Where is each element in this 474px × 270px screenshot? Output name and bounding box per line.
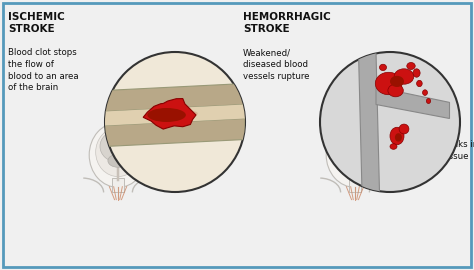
Circle shape [365,150,371,155]
Ellipse shape [326,123,384,187]
Ellipse shape [395,133,402,141]
Text: HEMORRHAGIC
STROKE: HEMORRHAGIC STROKE [243,12,331,33]
Ellipse shape [89,123,147,187]
Ellipse shape [333,128,377,177]
Text: Blood clot stops
the flow of
blood to an area
of the brain: Blood clot stops the flow of blood to an… [8,48,79,92]
Ellipse shape [375,72,402,95]
Ellipse shape [399,124,409,134]
Ellipse shape [187,111,198,116]
Ellipse shape [394,69,414,84]
Ellipse shape [388,84,403,97]
Ellipse shape [96,128,140,177]
Ellipse shape [148,114,160,119]
Ellipse shape [417,80,422,87]
Polygon shape [105,83,245,112]
Ellipse shape [390,76,404,87]
Ellipse shape [422,90,428,95]
Ellipse shape [413,69,420,77]
Text: Weakened/
diseased blood
vessels rupture: Weakened/ diseased blood vessels rupture [243,48,310,81]
Ellipse shape [427,99,430,103]
Circle shape [128,150,134,155]
Ellipse shape [181,119,190,122]
Polygon shape [358,52,380,192]
Polygon shape [143,99,196,129]
Polygon shape [105,104,245,126]
Ellipse shape [100,130,136,162]
Polygon shape [376,87,449,119]
Circle shape [126,147,136,157]
Polygon shape [105,119,245,147]
Ellipse shape [390,127,404,145]
Circle shape [320,52,460,192]
Circle shape [105,52,245,192]
Ellipse shape [345,154,365,167]
Text: Blood leaks into
brain tissue: Blood leaks into brain tissue [418,140,474,161]
Ellipse shape [147,108,186,122]
Circle shape [363,147,373,157]
Ellipse shape [380,64,386,70]
Ellipse shape [161,121,175,126]
Ellipse shape [337,130,373,162]
Ellipse shape [108,154,128,167]
Ellipse shape [407,62,415,69]
Bar [111,178,125,193]
Bar [348,178,362,193]
Ellipse shape [390,144,397,149]
Text: ISCHEMIC
STROKE: ISCHEMIC STROKE [8,12,65,33]
